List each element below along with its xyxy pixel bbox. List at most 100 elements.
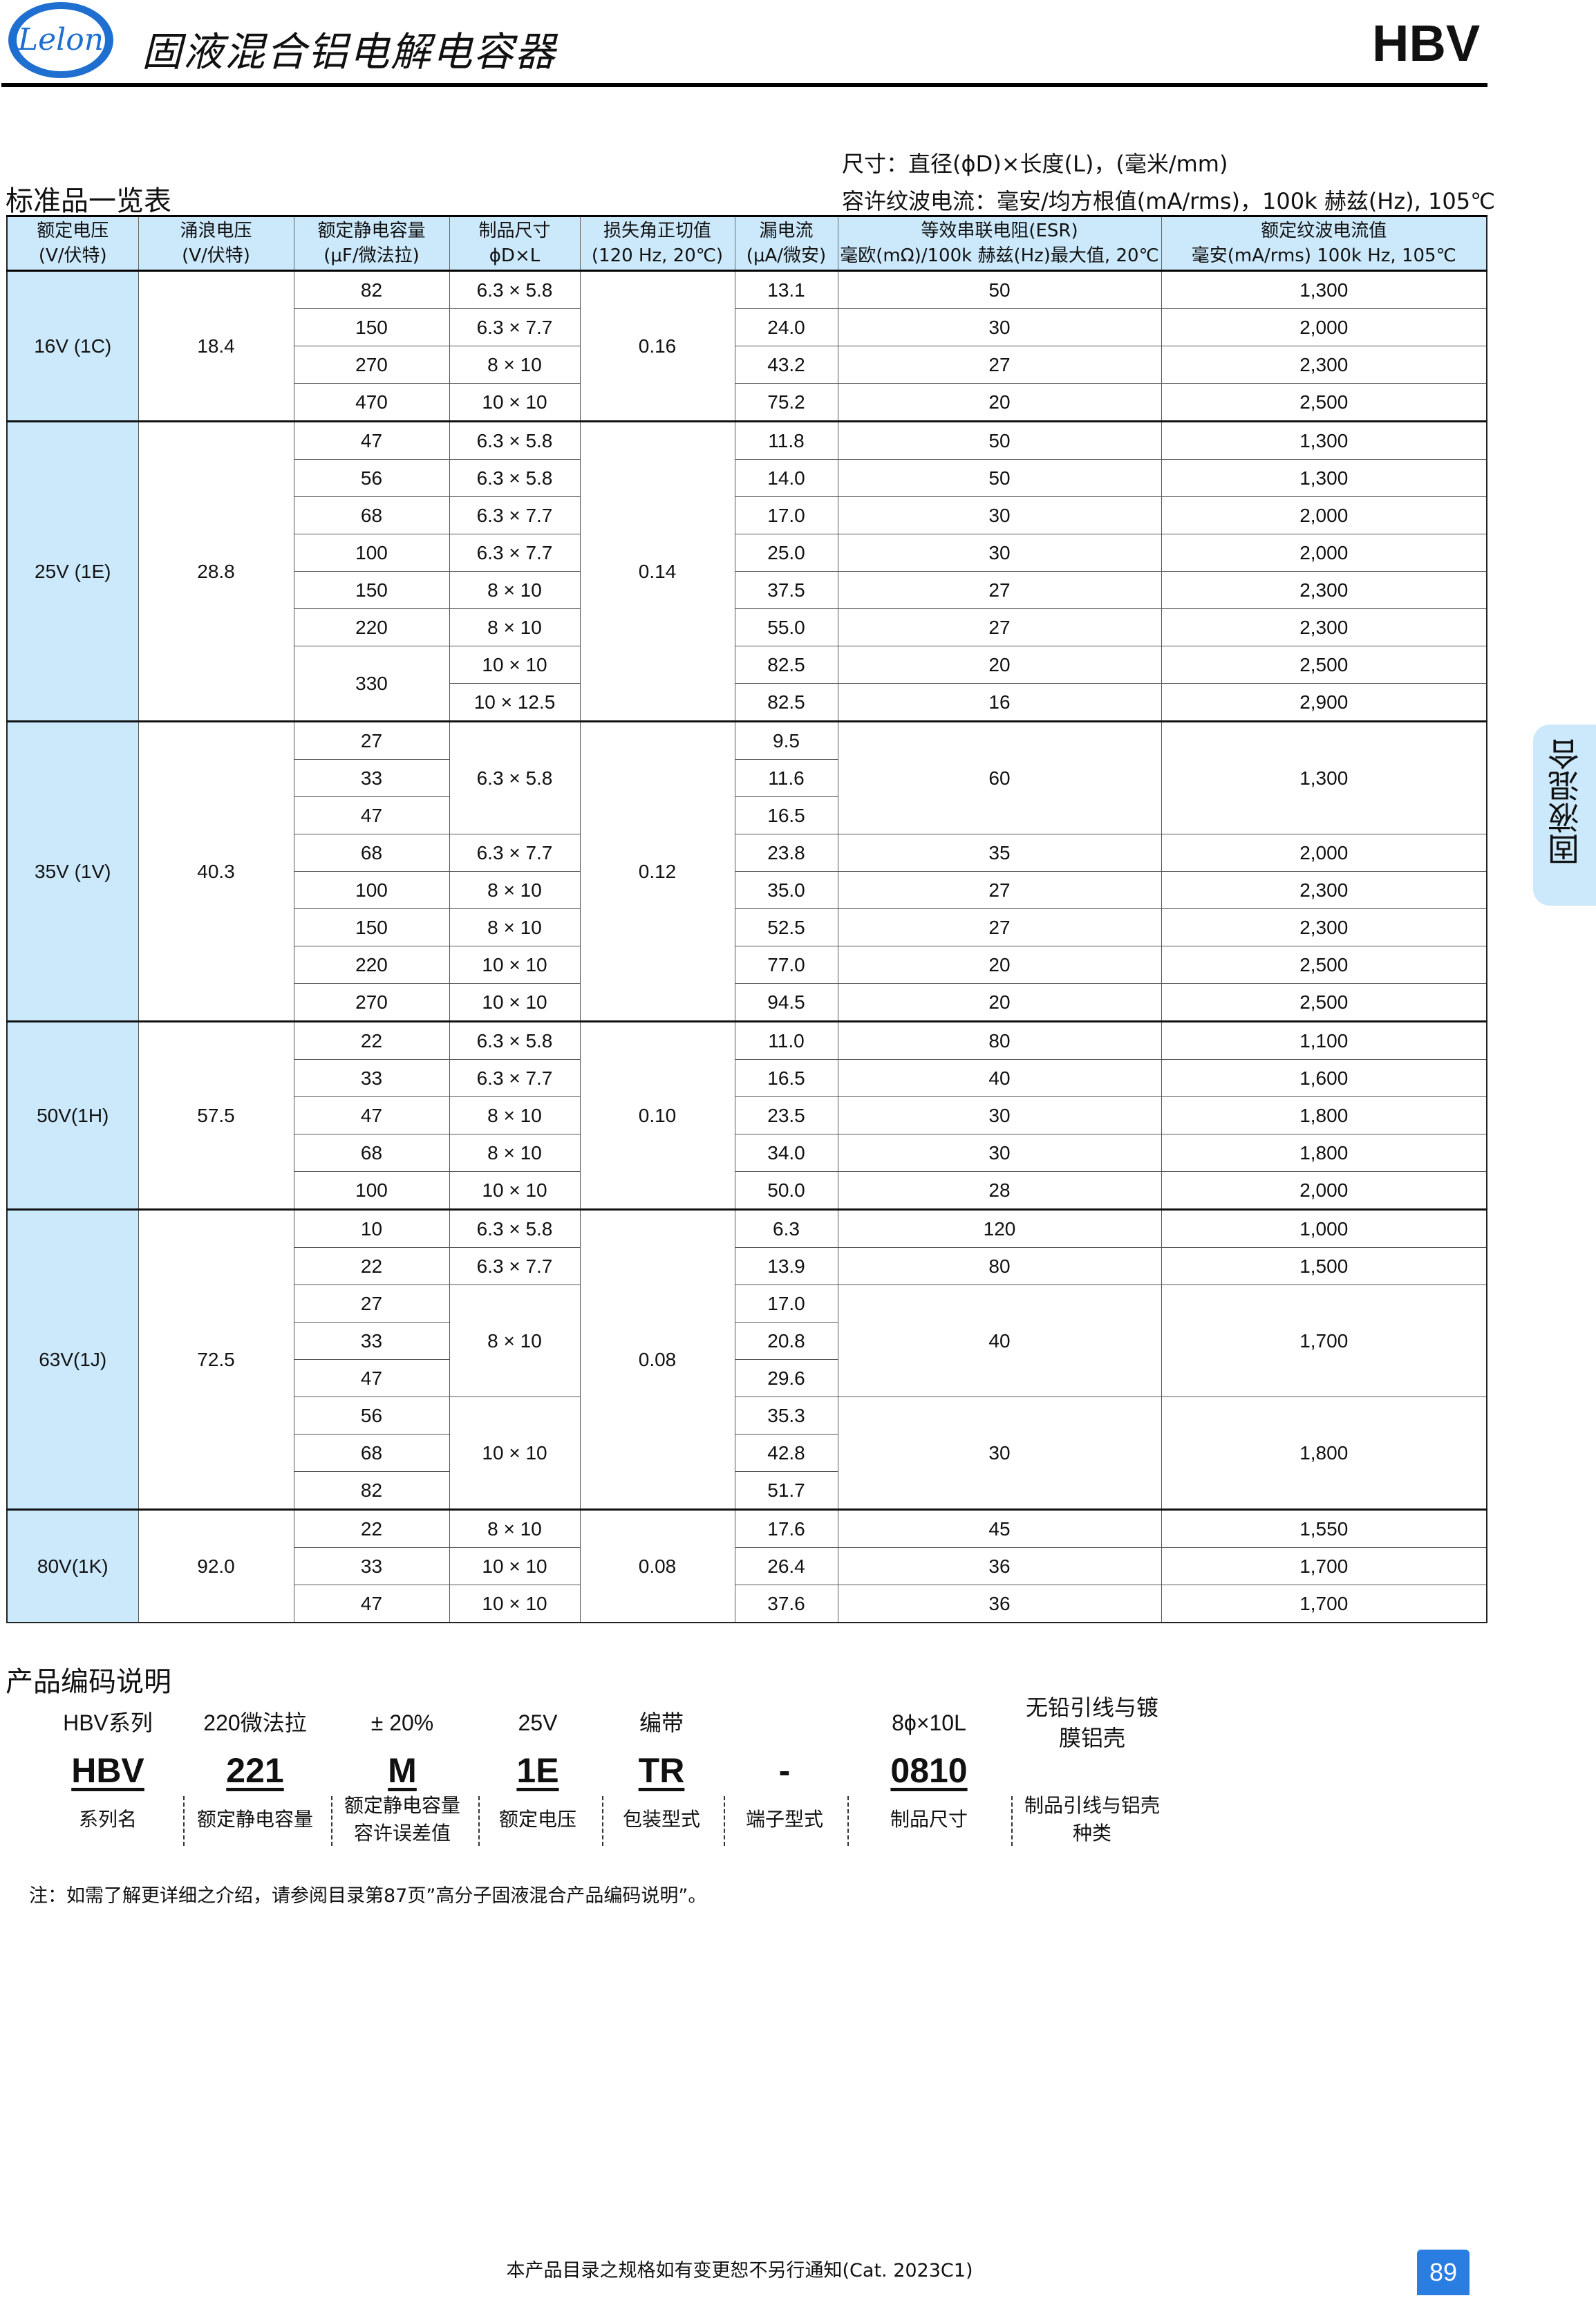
leakage-current-cell: 24.0 [734, 308, 838, 346]
code-segment-label: 制品引线与铝壳 种类 [1024, 1794, 1161, 1844]
leakage-current-cell: 82.5 [734, 646, 838, 684]
ripple-current-cell: 1,500 [1161, 1247, 1487, 1285]
ripple-current-cell: 2,500 [1161, 383, 1487, 422]
table-row: 100 10 × 10 50.0 28 2,000 [7, 1171, 1487, 1210]
capacitance-cell: 33 [293, 1322, 450, 1360]
leakage-current-cell: 52.5 [734, 908, 838, 946]
table-row: 22 6.3 × 7.7 13.9 80 1,500 [7, 1247, 1487, 1285]
column-header-line: ϕD×L [489, 245, 541, 266]
capacitance-cell: 68 [293, 496, 450, 534]
size-cell: 6.3 × 5.8 [449, 720, 581, 834]
table-row: 68 8 × 10 34.0 30 1,800 [7, 1134, 1487, 1172]
rated-voltage-cell: 63V(1J) [6, 1208, 139, 1510]
column-header-line: 额定静电容量 [317, 221, 426, 241]
rated-voltage-cell: 50V(1H) [6, 1020, 139, 1210]
ripple-current-cell: 2,000 [1161, 1171, 1487, 1210]
column-header-line: 额定纹波电流值 [1261, 221, 1387, 241]
code-segment-label: 包装型式 [622, 1808, 701, 1831]
leakage-current-cell: 9.5 [734, 720, 838, 760]
leakage-current-cell: 55.0 [734, 608, 838, 646]
table-row: 82 51.7 [7, 1471, 1487, 1510]
capacitance-cell: 150 [293, 571, 450, 609]
column-header-line: 等效串联电阻(ESR) [921, 221, 1078, 241]
capacitance-cell: 150 [293, 908, 450, 946]
ripple-current-cell: 2,500 [1161, 646, 1487, 684]
rated-voltage-cell: 80V(1K) [6, 1508, 139, 1623]
size-cell: 8 × 10 [449, 1134, 581, 1172]
leakage-current-cell: 94.5 [734, 983, 838, 1022]
table-row: 33 11.6 [7, 759, 1487, 797]
column-header: 等效串联电阻(ESR) 毫欧(mΩ)/100k 赫兹(Hz)最大值, 20℃ [837, 215, 1162, 272]
capacitance-cell: 22 [293, 1508, 450, 1548]
code-divider [331, 1796, 332, 1846]
size-cell: 10 × 12.5 [449, 683, 581, 722]
size-cell: 6.3 × 7.7 [449, 308, 581, 346]
ripple-current-cell: 2,300 [1161, 346, 1487, 384]
code-example: 220微法拉 [203, 1710, 307, 1735]
esr-cell: 27 [837, 908, 1162, 946]
esr-cell: 20 [837, 383, 1162, 422]
surge-voltage-cell: 72.5 [138, 1208, 294, 1510]
ripple-current-cell: 2,500 [1161, 946, 1487, 984]
size-cell: 6.3 × 5.8 [449, 270, 581, 309]
capacitance-cell: 100 [293, 871, 450, 909]
ripple-current-cell: 2,000 [1161, 496, 1487, 534]
side-tab[interactable]: 固液混合 [1533, 725, 1596, 906]
ripple-current-cell: 1,550 [1161, 1508, 1487, 1548]
code-segment: 0810 [890, 1751, 968, 1790]
esr-cell: 30 [837, 308, 1162, 346]
leakage-current-cell: 75.2 [734, 383, 838, 422]
ripple-current-cell: 1,800 [1161, 1134, 1487, 1172]
table-row: 80V(1K) 92.0 22 8 × 10 0.08 17.6 45 1,550 [6, 1508, 1487, 1623]
capacitance-cell: 68 [293, 834, 450, 872]
code-divider [478, 1796, 480, 1846]
ripple-current-cell: 1,300 [1161, 720, 1487, 834]
size-cell: 8 × 10 [449, 1096, 581, 1134]
esr-cell: 120 [837, 1208, 1162, 1248]
table-row: 68 6.3 × 7.7 23.8 35 2,000 [7, 834, 1487, 872]
rated-voltage-cell: 35V (1V) [6, 720, 139, 1022]
size-cell: 8 × 10 [449, 571, 581, 609]
size-cell: 8 × 10 [449, 871, 581, 909]
ripple-current-cell: 1,700 [1161, 1547, 1487, 1585]
code-segment-label: 端子型式 [745, 1808, 824, 1831]
leakage-current-cell: 77.0 [734, 946, 838, 984]
size-cell: 10 × 10 [449, 1396, 581, 1510]
capacitance-cell: 47 [293, 1359, 450, 1397]
leakage-current-cell: 37.6 [734, 1585, 838, 1623]
table-row: 47 29.6 [7, 1359, 1487, 1397]
dissipation-factor-cell: 0.10 [579, 1020, 735, 1210]
ripple-current-cell: 1,800 [1161, 1396, 1487, 1510]
column-header: 额定静电容量 (μF/微法拉) [293, 215, 450, 272]
ripple-current-cell: 1,300 [1161, 270, 1487, 309]
capacitance-cell: 47 [293, 420, 450, 460]
esr-cell: 30 [837, 1096, 1162, 1134]
leakage-current-cell: 17.0 [734, 496, 838, 534]
table-row: 33 20.8 [7, 1322, 1487, 1360]
table-row: 270 10 × 10 94.5 20 2,500 [7, 983, 1487, 1022]
capacitance-cell: 220 [293, 946, 450, 984]
ripple-current-cell: 1,700 [1161, 1585, 1487, 1623]
surge-voltage-cell: 57.5 [138, 1020, 294, 1210]
size-cell: 6.3 × 7.7 [449, 834, 581, 872]
ripple-current-cell: 2,000 [1161, 534, 1487, 572]
leakage-current-cell: 42.8 [734, 1434, 838, 1472]
page-title: 固液混合铝电解电容器 [142, 28, 557, 75]
esr-cell: 35 [837, 834, 1162, 872]
size-cell: 8 × 10 [449, 1285, 581, 1397]
table-row: 150 8 × 10 52.5 27 2,300 [7, 908, 1487, 946]
size-cell: 6.3 × 7.7 [449, 496, 581, 534]
capacitance-cell: 56 [293, 459, 450, 497]
capacitance-cell: 150 [293, 308, 450, 346]
ripple-current-cell: 2,500 [1161, 983, 1487, 1022]
size-cell: 10 × 10 [449, 383, 581, 422]
header-rule [1, 83, 1487, 87]
ripple-current-cell: 2,000 [1161, 308, 1487, 346]
capacitance-cell: 22 [293, 1020, 450, 1060]
esr-cell: 27 [837, 608, 1162, 646]
table-row: 470 10 × 10 75.2 20 2,500 [7, 383, 1487, 422]
code-segment: M [388, 1751, 417, 1790]
footer-text: 本产品目录之规格如有变更恕不另行通知(Cat. 2023C1) [506, 2260, 973, 2281]
leakage-current-cell: 37.5 [734, 571, 838, 609]
code-section-title: 产品编码说明 [6, 1666, 171, 1698]
